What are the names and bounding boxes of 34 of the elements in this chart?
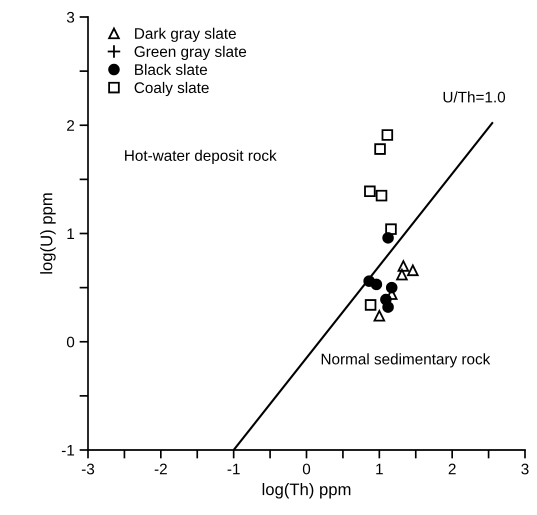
legend-label: Coaly slate bbox=[134, 82, 209, 96]
point bbox=[382, 129, 394, 141]
point bbox=[374, 310, 386, 322]
x-tick-label: 2 bbox=[448, 464, 456, 474]
y-tick-label: 1 bbox=[67, 228, 74, 240]
point bbox=[374, 143, 386, 155]
x-tick-label: -3 bbox=[82, 464, 94, 474]
y-tick-label: -1 bbox=[62, 445, 74, 456]
point bbox=[376, 190, 388, 202]
point bbox=[382, 301, 394, 313]
point bbox=[370, 278, 382, 290]
point bbox=[364, 299, 376, 311]
y-tick-label: 0 bbox=[66, 336, 74, 348]
x-tick-label: -1 bbox=[228, 464, 240, 474]
legend-label: Black slate bbox=[135, 64, 208, 76]
y-tick-label: 3 bbox=[66, 12, 74, 23]
y-tick-label: 2 bbox=[67, 120, 74, 131]
annotation: U/Th=1.0 bbox=[444, 91, 506, 103]
annotation: Hot-water deposit rock bbox=[125, 150, 277, 164]
point bbox=[385, 223, 397, 235]
x-tick-label: 0 bbox=[302, 464, 310, 474]
annotation: Normal sedimentary rock bbox=[322, 353, 490, 368]
point bbox=[364, 186, 376, 198]
point bbox=[398, 260, 410, 272]
legend-label: Dark gray slate bbox=[135, 28, 236, 42]
x-tick-label: 3 bbox=[521, 464, 529, 474]
point bbox=[386, 282, 398, 294]
x-axis-title: log(Th) ppm bbox=[262, 482, 350, 499]
legend-label: Green gray slate bbox=[134, 46, 246, 60]
x-tick-label: -2 bbox=[154, 464, 167, 474]
y-axis-title: log(U) ppm bbox=[40, 193, 56, 274]
point bbox=[396, 268, 408, 280]
point bbox=[407, 264, 419, 276]
x-tick-label: 1 bbox=[376, 464, 383, 474]
